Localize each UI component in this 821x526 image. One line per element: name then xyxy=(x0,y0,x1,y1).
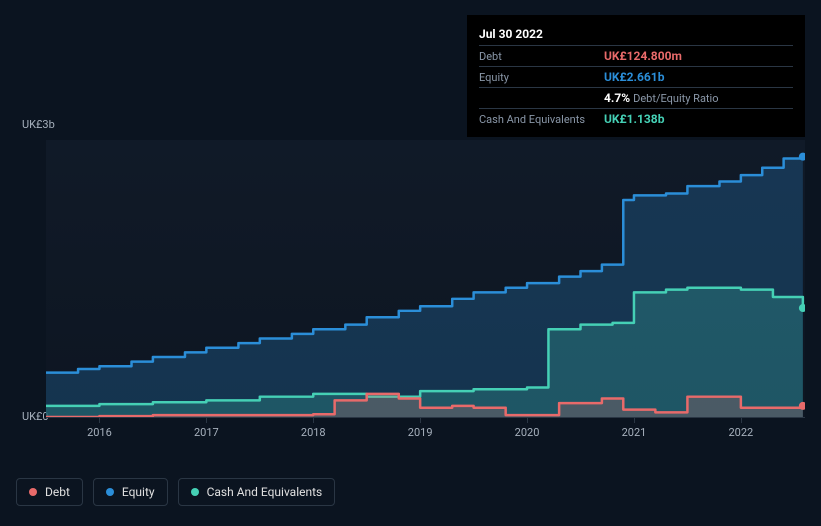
y-axis-label-max: UK£3b xyxy=(22,118,55,131)
x-axis-label: 2019 xyxy=(408,426,433,439)
x-axis-label: 2016 xyxy=(87,426,112,439)
tooltip-row: EquityUK£2.661b xyxy=(479,67,793,88)
legend-label: Debt xyxy=(45,485,70,499)
tooltip-row-label: Equity xyxy=(479,71,604,84)
legend-label: Equity xyxy=(122,485,155,499)
legend-dot xyxy=(191,488,199,496)
tooltip-title: Jul 30 2022 xyxy=(479,23,793,46)
x-axis-label: 2020 xyxy=(515,426,540,439)
tooltip-row: 4.7%Debt/Equity Ratio xyxy=(479,88,793,109)
legend-item[interactable]: Equity xyxy=(93,478,168,506)
tooltip-row-value: UK£124.800m xyxy=(604,49,682,63)
tooltip-row-value: 4.7% xyxy=(604,91,630,105)
x-axis-label: 2018 xyxy=(301,426,326,439)
x-axis-label: 2022 xyxy=(728,426,753,439)
tooltip-row: DebtUK£124.800m xyxy=(479,46,793,67)
legend-dot xyxy=(106,488,114,496)
legend-dot xyxy=(29,488,37,496)
financial-chart: UK£3b UK£0 2016 2017 2018 2019 2020 2021 2022 xyxy=(16,118,805,448)
tooltip-row-subtext: Debt/Equity Ratio xyxy=(633,92,718,105)
chart-legend: Debt Equity Cash And Equivalents xyxy=(16,478,335,506)
y-axis-label-min: UK£0 xyxy=(22,410,49,423)
x-axis-label: 2021 xyxy=(622,426,647,439)
chart-plot-area[interactable] xyxy=(46,140,805,418)
legend-item[interactable]: Debt xyxy=(16,478,83,506)
x-axis-label: 2017 xyxy=(194,426,219,439)
tooltip-row-label: Debt xyxy=(479,50,604,63)
tooltip-row-value: UK£2.661b xyxy=(604,70,664,84)
legend-label: Cash And Equivalents xyxy=(207,485,323,499)
legend-item[interactable]: Cash And Equivalents xyxy=(178,478,336,506)
